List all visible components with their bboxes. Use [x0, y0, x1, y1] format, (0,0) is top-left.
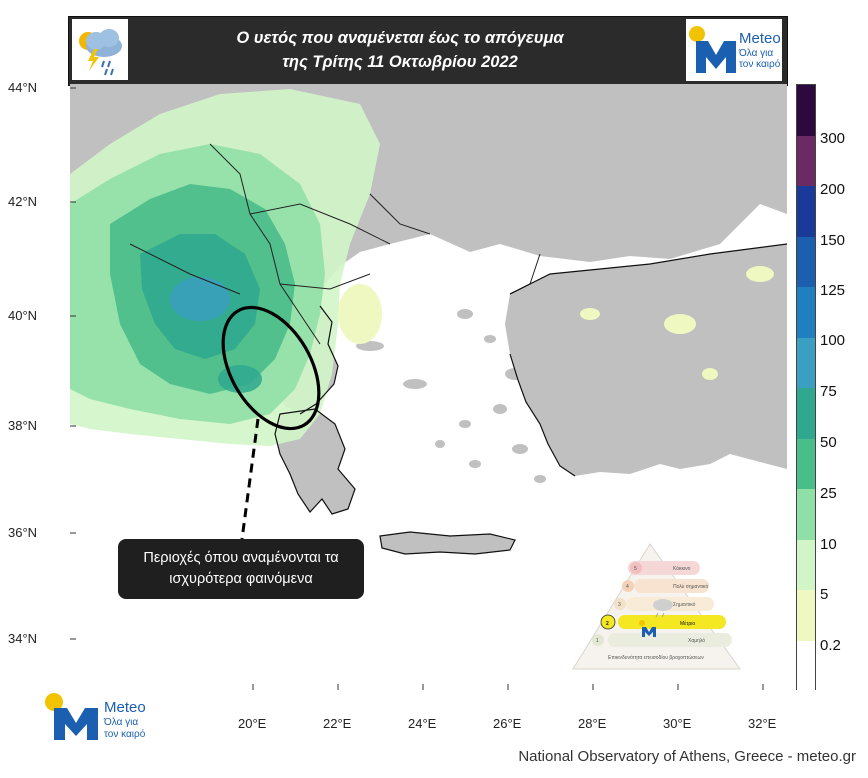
- logo-slogan-1: Όλα για: [103, 717, 138, 728]
- colorbar-label-300: 300: [820, 130, 846, 147]
- level-name-4: Πολύ σημαντικό: [673, 583, 708, 590]
- colorbar-segment: [797, 640, 815, 692]
- logo-brand: Meteo: [104, 699, 146, 716]
- colorbar-segment: [797, 438, 815, 490]
- title-line-2: της Τρίτης 11 Οκτωβρίου 2022: [282, 53, 518, 71]
- logo-brand: Meteo: [739, 30, 781, 47]
- level-bars: [608, 561, 732, 647]
- header-bar: [68, 16, 788, 86]
- lon-label-24: 24°E: [408, 716, 437, 731]
- footer-credit: National Observatory of Athens, Greece -…: [518, 748, 856, 765]
- level-2-active: 2: [606, 621, 609, 627]
- m-logo-icon: [54, 708, 98, 740]
- lat-label-40: 40°N: [8, 308, 38, 323]
- weather-icon-tile: [72, 19, 128, 80]
- title-line-1: Ο υετός που αναμένεται έως το απόγευμα: [236, 29, 564, 47]
- colorbar-label-150: 150: [820, 232, 846, 249]
- coastlines: [274, 243, 788, 555]
- lat-label-38: 38°N: [8, 418, 38, 433]
- triangle-meteo-logo: [639, 620, 656, 637]
- colorbar-segment: [797, 186, 815, 237]
- lon-label-26: 26°E: [493, 716, 522, 731]
- rain-core: [170, 277, 230, 321]
- triangle-caption: Επικινδυνότητα επεισοδίου βροχοπτώσεων: [608, 654, 704, 661]
- colorbar-segment: [797, 539, 815, 591]
- colorbar-label-25: 25: [820, 485, 837, 502]
- lat-label-34: 34°N: [8, 631, 38, 646]
- land-crete: [380, 532, 515, 554]
- lat-label-44: 44°N: [8, 80, 38, 95]
- colorbar-label-0-2: 0.2: [820, 637, 841, 654]
- triangle-cloud-icon: [653, 599, 673, 618]
- colorbar-segment: [797, 388, 815, 439]
- colorbar-segment: [797, 85, 815, 136]
- level-3: 3: [618, 602, 621, 608]
- scattered-light-rain: [338, 266, 774, 380]
- lon-label-22: 22°E: [323, 716, 352, 731]
- logo-slogan-2: τον καιρό: [739, 58, 781, 70]
- colorbar-label-50: 50: [820, 434, 837, 451]
- colorbar-segment: [797, 135, 815, 187]
- lon-label-28: 28°E: [578, 716, 607, 731]
- meteo-logo-header: Meteo Όλα για τον καιρό: [686, 19, 782, 81]
- colorbar-segment: [797, 287, 815, 338]
- colorbar-segment: [797, 337, 815, 389]
- callout-line-1: Περιοχές όπου αναμένονται τα: [143, 550, 339, 566]
- level-name-1: Χαμηλό: [688, 637, 705, 644]
- land-anatolia: [505, 244, 787, 476]
- colorbar-label-5: 5: [820, 586, 829, 603]
- lon-label-20: 20°E: [238, 716, 267, 731]
- highlight-ellipse: [221, 305, 321, 431]
- precipitation-colorbar: [796, 84, 816, 692]
- precipitation-field: [70, 89, 380, 446]
- lat-label-36: 36°N: [8, 525, 38, 540]
- strongest-phenomena-callout: Περιοχές όπου αναμένονται τα ισχυρότερα …: [118, 539, 364, 599]
- level-5: 5: [634, 566, 637, 572]
- colorbar-label-200: 200: [820, 181, 846, 198]
- rain-core-2: [218, 365, 262, 393]
- colorbar-segment: [797, 489, 815, 540]
- level-name-3: Σημαντικό: [673, 601, 696, 608]
- colorbar-label-75: 75: [820, 383, 837, 400]
- level-name-5: Κόκκινο: [673, 565, 691, 572]
- level-4: 4: [626, 584, 629, 590]
- warning-triangle-inset: 5 4 3 2 1 Κόκκινο Πολύ σημαντικό Σημαντι…: [572, 543, 741, 670]
- logo-slogan-1: Όλα για: [738, 48, 773, 59]
- m-logo-icon: [696, 41, 736, 73]
- lon-label-30: 30°E: [663, 716, 692, 731]
- map-canvas: 5 4 3 2 1 Κόκκινο Πολύ σημαντικό Σημαντι…: [70, 84, 788, 690]
- colorbar-segment: [797, 590, 815, 641]
- colorbar-label-10: 10: [820, 536, 837, 553]
- page-title: Ο υετός που αναμένεται έως το απόγευμα τ…: [130, 16, 670, 84]
- precipitation-map: 5 4 3 2 1 Κόκκινο Πολύ σημαντικό Σημαντι…: [70, 84, 788, 690]
- logo-slogan-2: τον καιρό: [104, 728, 146, 740]
- sun-icon: [689, 26, 705, 42]
- colorbar-label-100: 100: [820, 332, 846, 349]
- level-1: 1: [596, 638, 599, 644]
- callout-line-2: ισχυρότερα φαινόμενα: [169, 571, 313, 587]
- level-name-2: Μέτριο: [680, 620, 695, 627]
- storm-cloud-icon: [79, 29, 122, 76]
- lon-label-32: 32°E: [748, 716, 777, 731]
- colorbar-segment: [797, 236, 815, 288]
- sun-icon: [45, 693, 63, 711]
- axis-ticks: [70, 87, 764, 690]
- lat-label-42: 42°N: [8, 194, 38, 209]
- colorbar-label-125: 125: [820, 282, 846, 299]
- meteo-logo-footer: Meteo Όλα για τον καιρό: [40, 690, 190, 746]
- annotation-pointer: [240, 418, 260, 540]
